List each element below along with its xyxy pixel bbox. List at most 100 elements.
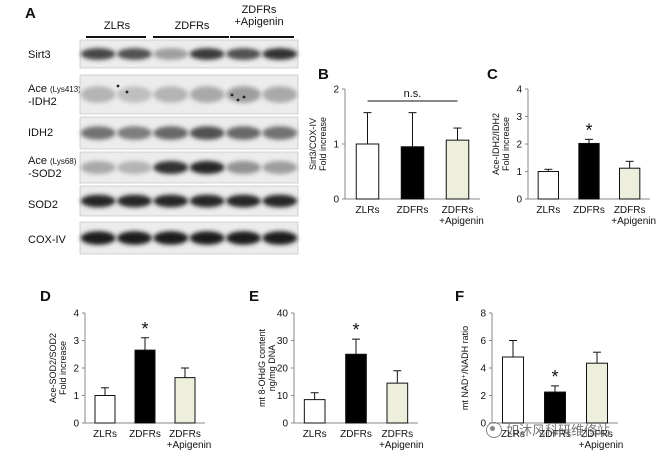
blot-band [153, 86, 189, 103]
blot-band [80, 231, 116, 245]
blot-band [189, 86, 225, 103]
category-label: ZDFRs [442, 205, 474, 216]
blot-strip-4 [79, 185, 299, 217]
panel-letter-f: F [455, 288, 465, 305]
y-axis-label: Sirt3/COX-IV [308, 118, 318, 170]
blot-speck [236, 98, 240, 102]
blot-band [153, 126, 189, 140]
wechat-icon [486, 421, 502, 438]
y-tick-label: 40 [277, 309, 289, 320]
blot-row-label-cox-iv: COX-IV [28, 234, 66, 246]
blot-band [80, 194, 116, 208]
bar [400, 146, 425, 200]
panel-letter-e: E [249, 288, 260, 305]
blot-band [80, 86, 116, 103]
category-label: ZDFRs [129, 429, 161, 440]
y-tick-label: 0 [480, 419, 486, 430]
blot-band [189, 160, 225, 175]
blot-row-label-sirt3: Sirt3 [28, 49, 51, 61]
category-label: +Apigenin [579, 440, 624, 451]
blot-band [117, 194, 152, 208]
category-label: ZDFRs [381, 429, 413, 440]
y-tick-label: 2 [480, 391, 486, 402]
significance-mark: * [141, 319, 148, 339]
y-axis-label: ng/mg DNA [267, 345, 277, 392]
y-tick-label: 10 [277, 391, 289, 402]
y-tick-label: 1 [333, 140, 339, 151]
y-axis-label: Ace-IDH2/IDH2 [491, 113, 501, 175]
category-label: ZDFRs [614, 205, 646, 216]
significance-mark: * [551, 367, 558, 387]
y-tick-label: 8 [480, 309, 486, 320]
y-axis-label: Fold increase [318, 117, 328, 171]
bar [355, 143, 380, 200]
bar [544, 391, 566, 424]
blot-band [226, 160, 261, 175]
blot-strip-3 [79, 151, 299, 184]
blot-row-label-sod2: SOD2 [28, 199, 58, 211]
y-tick-label: 0 [282, 419, 288, 430]
y-tick-label: 0 [516, 195, 522, 206]
y-tick-label: 30 [277, 336, 289, 347]
blot-group-label-apigenin: ZDFRs +Apigenin [234, 4, 284, 28]
blot-band [153, 194, 189, 208]
blot-band [117, 86, 152, 103]
blot-band [262, 48, 298, 60]
category-label: ZDFRs [397, 205, 429, 216]
y-axis-label: Ace-SOD2/SOD2 [48, 333, 58, 403]
bar [303, 399, 326, 424]
chart-b: 0 1 2 Sirt3/COX-IV Fold increase ZLRs ZDFRs ZDF… [308, 85, 484, 228]
blot-band [117, 231, 152, 245]
blot-band [262, 160, 298, 175]
blot-group-line-apigenin [230, 36, 294, 38]
bar [502, 356, 524, 424]
y-tick-label: 1 [516, 167, 522, 178]
blot-band [226, 194, 261, 208]
bar [386, 382, 409, 424]
blot-band [189, 194, 225, 208]
chart-d: 0 1 2 3 4 Ace-SOD2/SOD2 Fold increase ZLRs * ZDFR… [48, 309, 211, 452]
category-label: ZDFRs [573, 205, 605, 216]
y-tick-label: 4 [480, 364, 486, 375]
bar [537, 171, 560, 200]
blot-speck [125, 90, 129, 94]
blot-band [117, 160, 152, 175]
blot-band [153, 160, 189, 175]
blot-strip-2 [79, 116, 299, 150]
chart-e: 0 10 20 30 40 mt 8-OHdG content ng/mg DNA ZLRs *… [257, 309, 424, 452]
bar [445, 139, 470, 200]
category-label: ZDFRs [581, 429, 613, 440]
panel-letter-b: B [318, 66, 329, 83]
blot-speck [230, 93, 234, 97]
y-tick-label: 6 [480, 336, 486, 347]
annotation-ns: n.s. [404, 88, 422, 100]
y-tick-label: 0 [333, 195, 339, 206]
blot-band [262, 86, 298, 103]
blot-band [189, 231, 225, 245]
y-axis-label: Fold increase [501, 117, 511, 171]
y-axis-label: mt 8-OHdG content [257, 328, 267, 407]
blot-band [226, 126, 261, 140]
y-tick-label: 2 [73, 364, 79, 375]
category-label: +Apigenin [167, 440, 212, 451]
blot-band [189, 126, 225, 140]
blot-group-label-zdfrs: ZDFRs [174, 20, 210, 32]
y-tick-label: 3 [73, 336, 79, 347]
blot-group-line-zdfrs [153, 36, 229, 38]
blot-band [262, 231, 298, 245]
category-label: ZLRs [93, 429, 117, 440]
blot-band [226, 86, 261, 103]
blot-group-line-zlrs [86, 36, 146, 38]
category-label: +Apigenin [379, 440, 424, 451]
blot-band [189, 48, 225, 60]
y-tick-label: 4 [516, 85, 522, 96]
bar [134, 349, 156, 424]
panel-letter-c: C [487, 66, 498, 83]
blot-band [117, 48, 152, 60]
y-tick-label: 3 [516, 112, 522, 123]
y-tick-label: 2 [516, 140, 522, 151]
category-label: ZLRs [501, 429, 525, 440]
bar [578, 142, 600, 200]
